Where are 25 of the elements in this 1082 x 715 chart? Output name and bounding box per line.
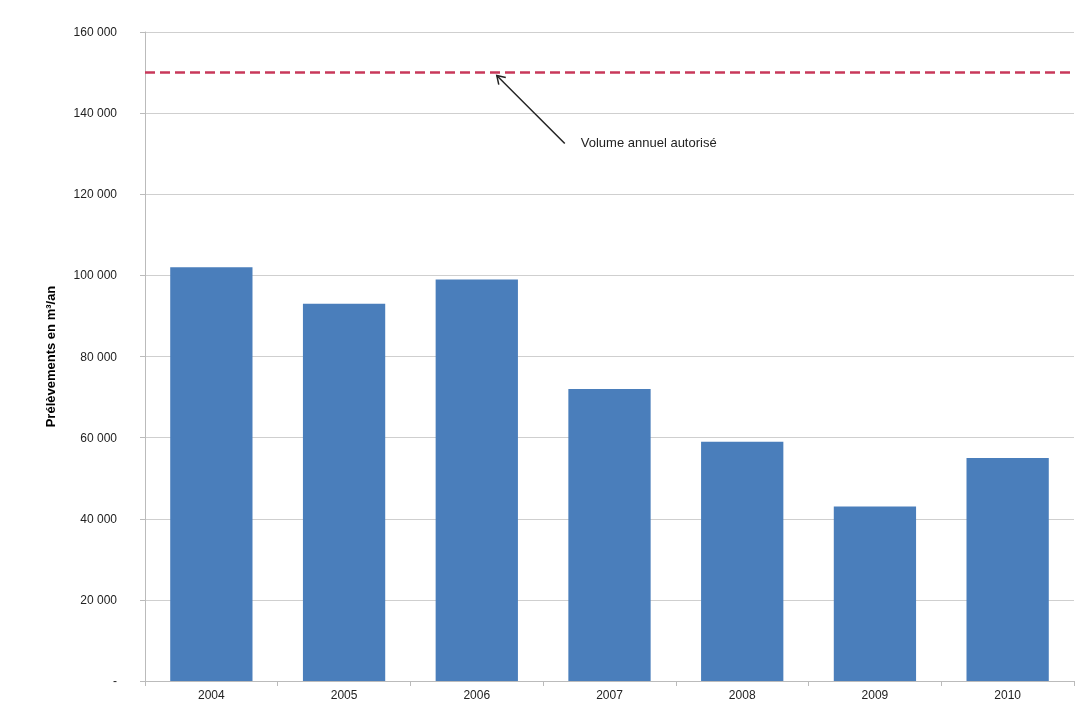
y-axis-title: Prélèvements en m³/an <box>43 285 58 428</box>
bar <box>302 303 386 681</box>
y-tick-label: 60 000 <box>80 430 118 445</box>
x-tick-label: 2009 <box>861 688 889 702</box>
x-tick-label: 2005 <box>330 688 358 702</box>
bar <box>170 267 253 681</box>
x-tick-label: 2007 <box>596 688 624 702</box>
y-tick-label: 100 000 <box>73 268 118 283</box>
y-tick-label: 120 000 <box>73 187 118 202</box>
x-tick-label: 2010 <box>994 688 1022 702</box>
x-tick-label: 2008 <box>728 688 756 702</box>
x-tick-label: 2004 <box>198 688 226 702</box>
bar <box>701 441 784 681</box>
y-tick-label: 20 000 <box>80 592 118 607</box>
bar <box>568 388 651 681</box>
ref-line-label: Volume annuel autorisé <box>580 134 717 150</box>
y-tick-label: 40 000 <box>80 511 118 526</box>
x-tick-label: 2006 <box>463 688 491 702</box>
bar <box>966 457 1049 681</box>
bar <box>833 506 917 681</box>
y-tick-label: 160 000 <box>73 25 118 39</box>
y-tick-label: - <box>113 674 117 688</box>
y-tick-label: 80 000 <box>80 349 118 364</box>
y-tick-label: 140 000 <box>73 106 118 121</box>
bar <box>435 279 518 681</box>
